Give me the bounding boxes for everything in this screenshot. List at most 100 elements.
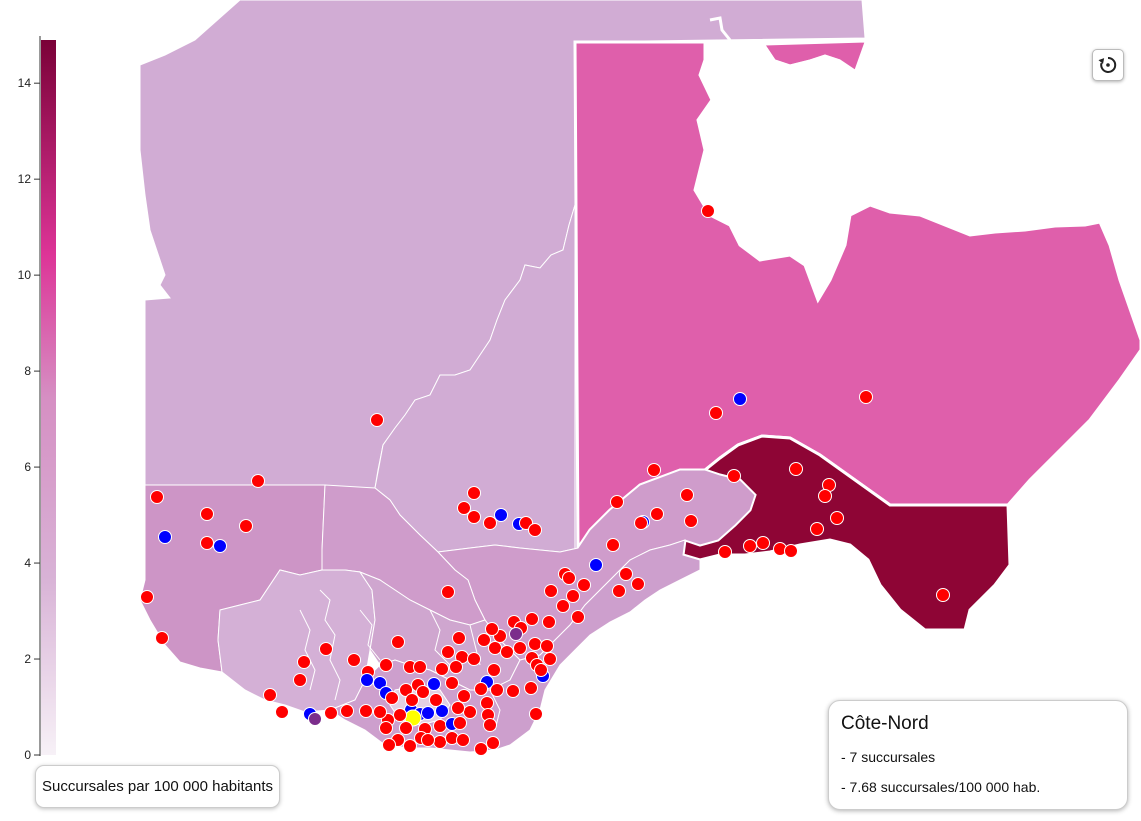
- branch-marker[interactable]: [490, 683, 504, 697]
- branch-marker[interactable]: [405, 693, 419, 707]
- branch-marker[interactable]: [701, 204, 715, 218]
- branch-marker[interactable]: [435, 704, 449, 718]
- branch-marker[interactable]: [784, 544, 798, 558]
- branch-marker[interactable]: [525, 612, 539, 626]
- branch-marker[interactable]: [859, 390, 873, 404]
- branch-marker[interactable]: [319, 642, 333, 656]
- branch-marker[interactable]: [513, 641, 527, 655]
- branch-marker[interactable]: [528, 637, 542, 651]
- branch-marker[interactable]: [451, 701, 465, 715]
- branch-marker[interactable]: [936, 588, 950, 602]
- branch-marker[interactable]: [379, 658, 393, 672]
- branch-marker[interactable]: [293, 673, 307, 687]
- branch-marker[interactable]: [457, 689, 471, 703]
- branch-marker[interactable]: [413, 660, 427, 674]
- branch-marker[interactable]: [435, 662, 449, 676]
- branch-marker[interactable]: [483, 516, 497, 530]
- branch-marker[interactable]: [610, 495, 624, 509]
- branch-marker[interactable]: [562, 571, 576, 585]
- branch-marker[interactable]: [200, 536, 214, 550]
- branch-marker[interactable]: [340, 704, 354, 718]
- branch-marker[interactable]: [441, 585, 455, 599]
- branch-marker[interactable]: [540, 639, 554, 653]
- branch-marker[interactable]: [743, 539, 757, 553]
- branch-marker[interactable]: [393, 708, 407, 722]
- branch-marker[interactable]: [488, 641, 502, 655]
- branch-marker[interactable]: [612, 584, 626, 598]
- branch-marker[interactable]: [373, 705, 387, 719]
- branch-marker[interactable]: [650, 507, 664, 521]
- branch-marker[interactable]: [487, 663, 501, 677]
- branch-marker[interactable]: [528, 523, 542, 537]
- branch-marker[interactable]: [382, 738, 396, 752]
- branch-marker[interactable]: [680, 488, 694, 502]
- branch-marker[interactable]: [506, 684, 520, 698]
- branch-marker[interactable]: [619, 567, 633, 581]
- branch-marker[interactable]: [524, 681, 538, 695]
- branch-marker[interactable]: [486, 736, 500, 750]
- branch-marker[interactable]: [370, 413, 384, 427]
- branch-marker[interactable]: [480, 696, 494, 710]
- branch-marker[interactable]: [416, 685, 430, 699]
- branch-marker[interactable]: [789, 462, 803, 476]
- branch-marker[interactable]: [251, 474, 265, 488]
- branch-marker[interactable]: [589, 558, 603, 572]
- branch-marker[interactable]: [467, 652, 481, 666]
- branch-marker[interactable]: [463, 705, 477, 719]
- branch-marker[interactable]: [727, 469, 741, 483]
- branch-marker[interactable]: [571, 610, 585, 624]
- branch-marker[interactable]: [297, 655, 311, 669]
- branch-marker[interactable]: [631, 577, 645, 591]
- branch-marker[interactable]: [634, 516, 648, 530]
- branch-marker[interactable]: [263, 688, 277, 702]
- branch-marker[interactable]: [733, 392, 747, 406]
- branch-marker[interactable]: [347, 653, 361, 667]
- branch-marker[interactable]: [385, 691, 399, 705]
- branch-marker[interactable]: [403, 739, 417, 753]
- branch-marker[interactable]: [529, 707, 543, 721]
- branch-marker[interactable]: [544, 584, 558, 598]
- branch-marker[interactable]: [360, 673, 374, 687]
- branch-marker[interactable]: [140, 590, 154, 604]
- branch-marker[interactable]: [485, 622, 499, 636]
- branch-marker[interactable]: [543, 652, 557, 666]
- branch-marker[interactable]: [324, 706, 338, 720]
- branch-marker[interactable]: [200, 507, 214, 521]
- branch-marker[interactable]: [756, 536, 770, 550]
- branch-marker[interactable]: [433, 735, 447, 749]
- branch-marker[interactable]: [456, 733, 470, 747]
- branch-marker[interactable]: [429, 693, 443, 707]
- branch-marker[interactable]: [453, 716, 467, 730]
- branch-marker[interactable]: [308, 712, 322, 726]
- branch-marker[interactable]: [810, 522, 824, 536]
- branch-marker[interactable]: [556, 599, 570, 613]
- branch-marker[interactable]: [566, 589, 580, 603]
- branch-marker[interactable]: [445, 676, 459, 690]
- branch-marker[interactable]: [500, 645, 514, 659]
- branch-marker[interactable]: [421, 706, 435, 720]
- branch-marker[interactable]: [421, 733, 435, 747]
- branch-marker[interactable]: [830, 511, 844, 525]
- branch-marker[interactable]: [709, 406, 723, 420]
- branch-marker[interactable]: [474, 742, 488, 756]
- branch-marker[interactable]: [542, 615, 556, 629]
- branch-marker[interactable]: [483, 718, 497, 732]
- branch-marker[interactable]: [534, 663, 548, 677]
- branch-marker[interactable]: [467, 486, 481, 500]
- reset-view-button[interactable]: [1092, 49, 1124, 81]
- branch-marker[interactable]: [158, 530, 172, 544]
- branch-marker[interactable]: [239, 519, 253, 533]
- branch-marker[interactable]: [379, 721, 393, 735]
- branch-marker[interactable]: [684, 514, 698, 528]
- branch-marker[interactable]: [452, 631, 466, 645]
- branch-marker[interactable]: [399, 721, 413, 735]
- branch-marker[interactable]: [155, 631, 169, 645]
- branch-marker[interactable]: [474, 682, 488, 696]
- branch-marker[interactable]: [606, 538, 620, 552]
- branch-marker[interactable]: [359, 704, 373, 718]
- branch-marker[interactable]: [427, 677, 441, 691]
- branch-marker[interactable]: [647, 463, 661, 477]
- branch-marker[interactable]: [433, 719, 447, 733]
- branch-marker[interactable]: [449, 660, 463, 674]
